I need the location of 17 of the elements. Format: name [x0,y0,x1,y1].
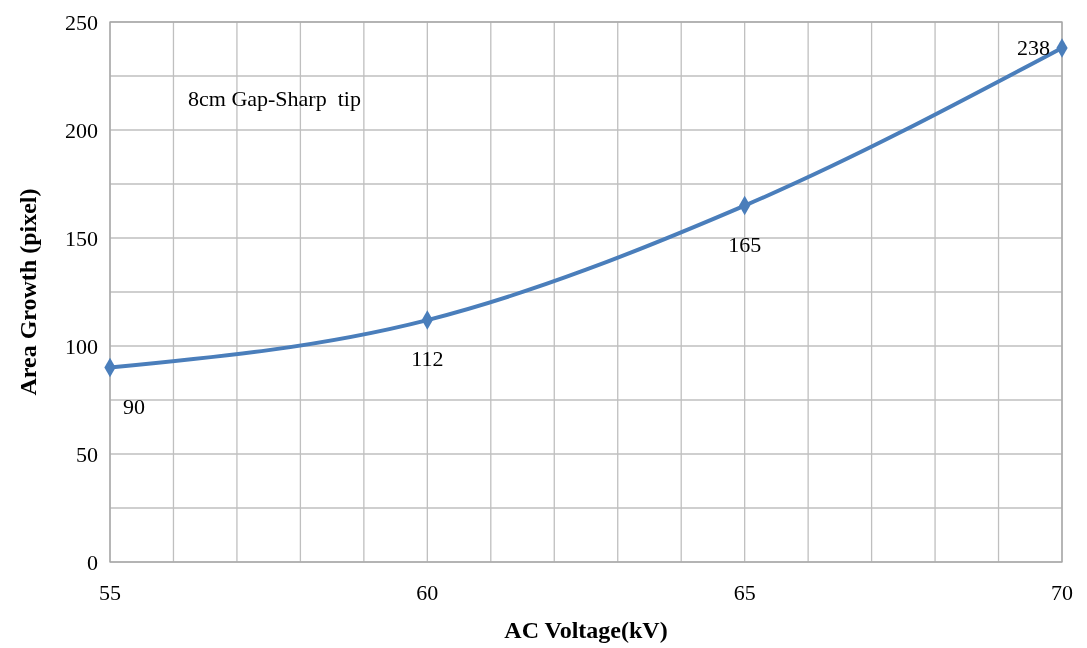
data-label: 165 [728,231,762,257]
data-label: 90 [123,393,145,419]
data-label: 238 [1017,34,1050,60]
y-tick-label: 0 [87,550,98,575]
x-tick-label: 65 [733,580,756,605]
x-tick-label: 55 [99,580,121,605]
annotation: 8cm Gap-Sharp tip [188,86,361,111]
x-axis-title: AC Voltage(kV) [504,617,668,643]
x-tick-label: 70 [1051,580,1073,605]
y-tick-label: 50 [76,442,98,467]
y-axis-title: Area Growth (pixel) [15,188,41,396]
y-tick-label: 250 [65,10,98,35]
y-tick-label: 100 [65,334,98,359]
x-tick-label: 60 [416,580,439,605]
data-label: 112 [411,346,444,372]
y-tick-label: 150 [65,226,98,251]
y-tick-label: 200 [65,118,98,143]
